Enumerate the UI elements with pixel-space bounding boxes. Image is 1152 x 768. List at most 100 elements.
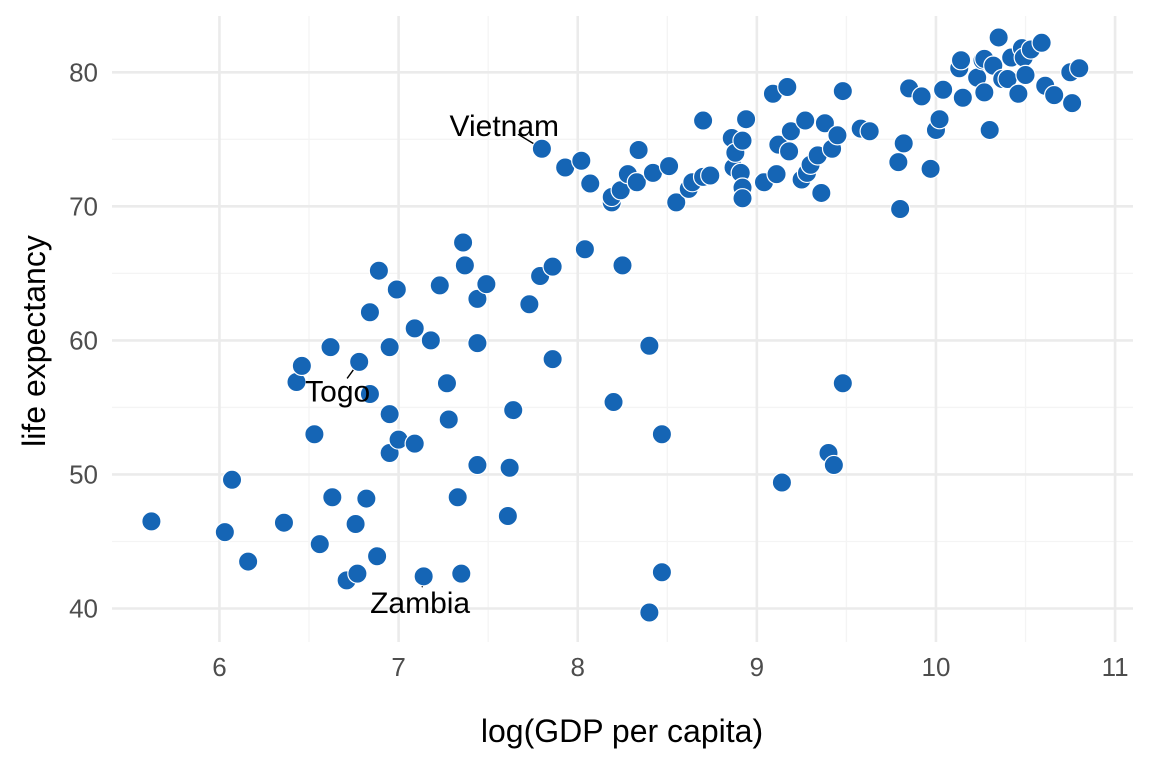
data-point [735,109,757,130]
data-point [574,239,596,260]
data-point [666,192,687,213]
data-point [979,119,1000,141]
data-points [141,27,1090,623]
data-point [531,138,553,159]
data-point [651,562,673,583]
x-tick-label: 7 [391,652,405,682]
x-tick-label: 8 [570,652,584,682]
annotation-leader-line [517,133,534,145]
data-point [732,188,753,209]
x-tick-label: 10 [922,652,951,682]
data-point [1008,83,1029,104]
data-point [451,563,472,584]
x-axis-title: log(GDP per capita) [481,713,763,749]
data-point [404,433,425,454]
data-point [347,563,368,584]
data-point [893,133,914,154]
data-point [827,125,848,146]
y-axis-title: life expectancy [16,235,52,447]
data-point [291,355,313,377]
data-point [889,198,911,220]
data-point [571,150,592,171]
data-point [519,294,540,315]
data-point [1043,84,1065,106]
x-tick-label: 11 [1102,652,1129,682]
data-point [771,472,793,493]
data-point [639,335,660,356]
data-point [497,505,519,527]
data-point [356,488,377,509]
annotation-label: Zambia [370,587,470,620]
data-point [988,27,1009,48]
data-point [911,86,932,107]
data-point [452,232,474,253]
y-tick-label: 50 [69,459,98,489]
data-point [651,424,673,445]
data-point [832,373,854,394]
tick-labels: 6 7 8 9 10 11 40 50 60 70 80 [69,57,1129,682]
data-point [777,76,798,98]
data-point [379,336,400,358]
point-annotations: Vietnam Togo Zambia [305,110,559,620]
data-point [221,469,243,491]
data-point [974,82,995,103]
data-point [386,279,408,300]
y-tick-label: 70 [69,191,98,221]
data-point [359,302,381,323]
data-point [309,533,330,555]
data-point [1015,64,1036,86]
data-point [503,399,524,421]
x-tick-label: 9 [750,652,764,682]
data-point [950,50,972,71]
data-point [348,351,370,373]
data-point [628,139,649,161]
data-point [832,80,854,102]
data-point [467,454,488,476]
data-point [413,566,434,587]
data-point [467,288,488,310]
data-point [658,155,680,177]
annotation-label: Vietnam [450,110,560,143]
data-point [888,151,909,173]
data-point [214,521,236,543]
data-point [859,121,880,142]
data-point [580,173,601,194]
data-point [141,511,162,532]
data-point [322,487,343,508]
data-point [542,256,563,277]
x-tick-label: 6 [212,652,226,682]
y-tick-label: 80 [69,57,98,87]
grid-lines [112,16,1133,642]
data-point [542,348,563,370]
data-point [811,182,832,204]
data-point [612,255,633,276]
data-point [603,391,624,413]
data-point [467,332,488,354]
data-point [304,424,325,445]
data-point [320,336,341,358]
data-point [932,79,954,100]
data-point [823,454,845,476]
data-point [438,409,459,430]
data-point [436,373,458,394]
data-point [952,87,974,108]
data-point [429,275,450,296]
data-point [626,172,648,193]
data-point [499,457,520,478]
data-point [345,513,366,535]
data-point [454,255,476,276]
data-point [814,113,836,134]
data-point [1061,92,1083,114]
data-point [780,121,802,142]
data-point [273,512,295,533]
y-tick-label: 60 [69,325,98,355]
data-point [692,110,714,131]
data-point [237,551,259,572]
data-point [359,383,381,405]
data-point [920,158,941,180]
data-point [1069,58,1090,79]
y-tick-label: 40 [69,593,98,623]
annotation-leader-line [346,369,354,379]
data-point [366,546,388,567]
data-point [778,141,800,162]
